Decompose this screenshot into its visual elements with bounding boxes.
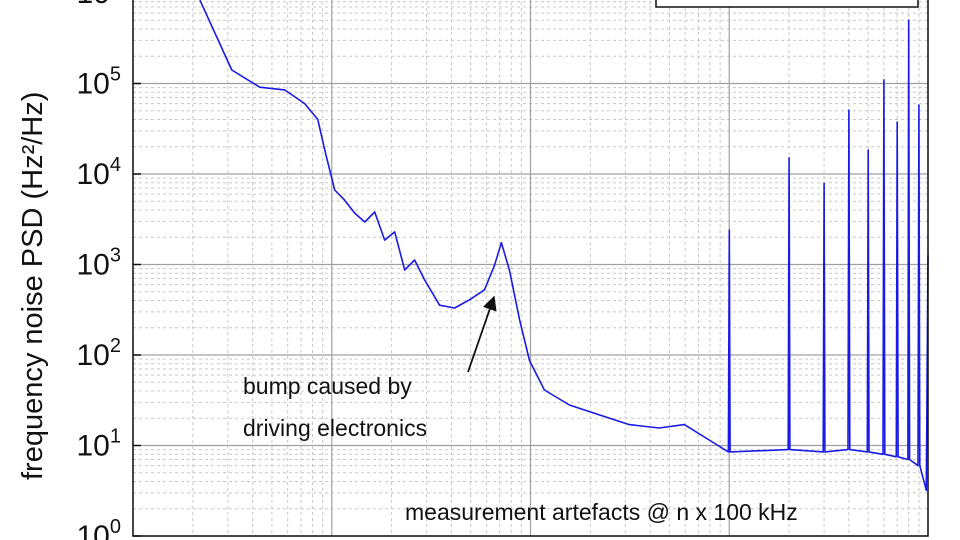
y-axis-label: frequency noise PSD (Hz²/Hz)	[17, 92, 49, 480]
plot	[199, 0, 929, 492]
annotation-arrow	[467, 295, 497, 373]
y-tick-label: 103	[77, 245, 122, 282]
legend-box	[655, 0, 919, 8]
y-tick-label: 100	[77, 516, 122, 540]
plot-frame	[132, 0, 929, 537]
annotation: driving electronics	[243, 415, 427, 441]
annotation: measurement artefacts @ n x 100 kHz	[405, 499, 798, 525]
annotation: bump caused by	[243, 373, 412, 399]
y-tick-label: 101	[77, 426, 122, 463]
grid	[132, 0, 929, 537]
y-tick-label: 102	[77, 335, 122, 372]
y-tick-label: 106	[77, 0, 122, 10]
y-tick-label: 105	[77, 64, 122, 101]
data-line	[199, 0, 929, 492]
y-tick-label: 104	[77, 154, 122, 191]
